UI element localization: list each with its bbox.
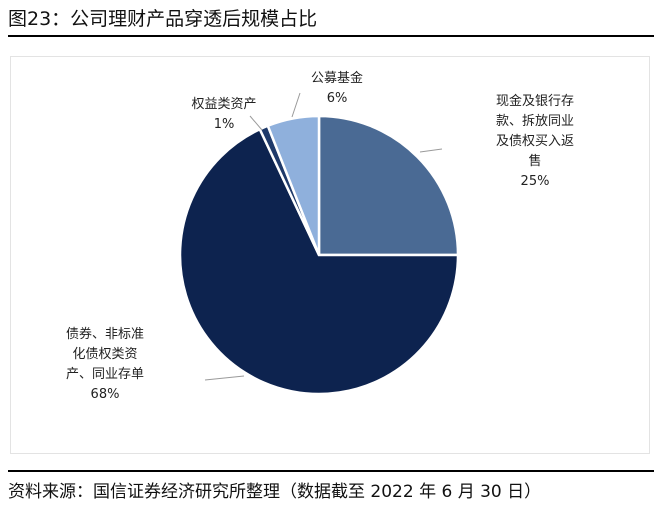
leader-line-1 <box>419 148 443 153</box>
slice-label-line: 现金及银行存 <box>496 93 574 109</box>
slice-label-3: 权益类资产 1% <box>191 96 256 132</box>
pie-slice-4 <box>266 114 321 256</box>
top-rule <box>8 35 654 37</box>
slice-percent-label: 25% <box>521 174 550 189</box>
plot-frame <box>10 56 650 454</box>
slice-label-line: 产、同业存单 <box>66 367 144 382</box>
slice-label-line: 款、拆放同业 <box>496 114 574 129</box>
leader-line-3 <box>249 115 263 131</box>
pie-slice-2 <box>178 127 460 396</box>
pie-slice-1 <box>317 114 460 257</box>
slice-percent-label: 6% <box>327 91 348 106</box>
slice-percent-label: 68% <box>91 387 120 402</box>
slice-label-4: 公募基金 6% <box>311 70 363 106</box>
leader-line-2 <box>204 375 245 381</box>
bottom-rule <box>8 470 654 472</box>
slice-label-line: 公募基金 <box>311 70 363 86</box>
slice-label-line: 化债权类资 <box>72 346 137 362</box>
source-note: 资料来源：国信证券经济研究所整理（数据截至 2022 年 6 月 30 日） <box>8 482 542 502</box>
slice-label-line: 债券、非标准 <box>66 326 144 342</box>
slice-label-line: 及债权买入返 <box>496 133 574 149</box>
leader-line-4 <box>291 92 301 118</box>
slice-percent-label: 1% <box>214 117 235 132</box>
slice-label-line: 售 <box>528 153 541 169</box>
figure-title: 图23：公司理财产品穿透后规模占比 <box>8 8 318 30</box>
slice-label-line: 权益类资产 <box>191 96 256 112</box>
